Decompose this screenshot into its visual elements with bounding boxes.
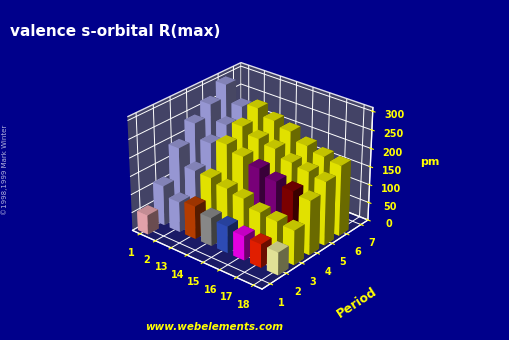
Text: valence s-orbital R(max): valence s-orbital R(max)	[10, 24, 220, 39]
Text: www.webelements.com: www.webelements.com	[145, 322, 282, 332]
Text: ©1998,1999 Mark Winter: ©1998,1999 Mark Winter	[2, 125, 9, 215]
Y-axis label: Period: Period	[333, 285, 378, 321]
